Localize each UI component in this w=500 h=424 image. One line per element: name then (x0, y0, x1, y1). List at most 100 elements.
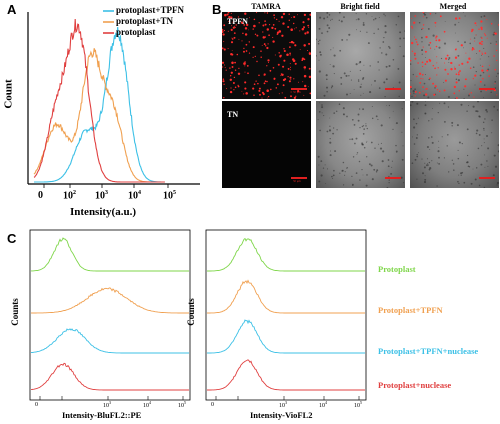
speck (422, 46, 424, 48)
speck (267, 95, 270, 98)
speck (466, 61, 469, 64)
speck (288, 19, 290, 21)
speck (278, 30, 282, 33)
speck (466, 161, 469, 164)
speck (480, 163, 483, 166)
speck (435, 37, 437, 39)
speck (225, 69, 227, 71)
speck (418, 22, 421, 24)
speck (425, 112, 427, 114)
speck (427, 164, 430, 166)
speck (344, 171, 346, 173)
speck (231, 37, 233, 39)
speck (303, 58, 306, 61)
a-xtick-1e4: 104 (128, 190, 141, 202)
speck (457, 149, 459, 151)
speck (457, 54, 460, 57)
panel-c-right-ylabel: Counts (185, 298, 196, 326)
speck (401, 131, 403, 133)
speck (276, 33, 279, 35)
speck (281, 34, 284, 37)
a-xtick-0: 0 (38, 190, 43, 201)
speck (321, 106, 324, 109)
speck (480, 26, 483, 29)
speck (231, 61, 234, 65)
speck (416, 155, 419, 158)
speck (326, 78, 328, 81)
scalebar-2 (385, 88, 401, 90)
speck (329, 154, 332, 157)
col-title-tamra: TAMRA (251, 2, 281, 11)
speck (486, 110, 488, 113)
scalebar-3 (479, 88, 495, 90)
speck (332, 47, 334, 49)
speck (340, 83, 343, 85)
speck (329, 125, 331, 127)
speck (424, 88, 426, 90)
speck (485, 89, 487, 92)
speck (356, 153, 358, 155)
speck (427, 163, 429, 165)
speck (374, 79, 376, 82)
speck (318, 59, 320, 61)
speck (479, 58, 481, 60)
speck (365, 125, 367, 127)
speck (425, 35, 428, 39)
speck (494, 83, 496, 85)
speck (412, 73, 414, 76)
speck (481, 145, 483, 147)
speck (415, 38, 417, 41)
speck (367, 42, 370, 45)
speck (491, 132, 493, 134)
speck (438, 163, 440, 165)
speck (451, 125, 453, 127)
speck (362, 133, 365, 135)
speck (400, 176, 403, 179)
speck (233, 76, 236, 79)
speck (435, 12, 437, 15)
speck (246, 23, 249, 27)
speck (297, 14, 299, 16)
speck (412, 90, 415, 93)
speck (472, 105, 475, 108)
speck (269, 69, 272, 72)
speck (379, 47, 381, 49)
speck (425, 88, 428, 90)
speck (272, 24, 275, 26)
speck (410, 104, 412, 107)
speck (447, 73, 449, 75)
speck (484, 154, 486, 156)
c-left-xtick-1e5: 105 (178, 400, 186, 409)
speck (242, 32, 244, 35)
speck (423, 82, 426, 85)
speck (354, 142, 356, 145)
speck (419, 82, 422, 84)
speck (444, 68, 447, 71)
speck (411, 25, 413, 28)
speck (482, 71, 485, 74)
speck (475, 132, 478, 135)
speck (232, 26, 235, 29)
speck (263, 82, 266, 85)
speck (267, 43, 269, 45)
speck (384, 31, 387, 34)
speck (484, 34, 487, 36)
speck (427, 96, 430, 99)
speck (318, 111, 321, 113)
speck (481, 53, 484, 55)
speck (416, 43, 419, 46)
speck (222, 80, 225, 83)
speck (343, 184, 345, 186)
speck (283, 48, 285, 50)
speck (352, 156, 355, 158)
speck (423, 180, 427, 184)
c-right-xtick-1e4: 104 (319, 400, 327, 409)
speck (494, 165, 498, 168)
speck (349, 93, 351, 94)
speck (463, 47, 465, 49)
speck (358, 108, 361, 110)
speck (411, 101, 414, 103)
speck (392, 110, 394, 112)
speck (228, 15, 231, 19)
speck (362, 22, 365, 24)
